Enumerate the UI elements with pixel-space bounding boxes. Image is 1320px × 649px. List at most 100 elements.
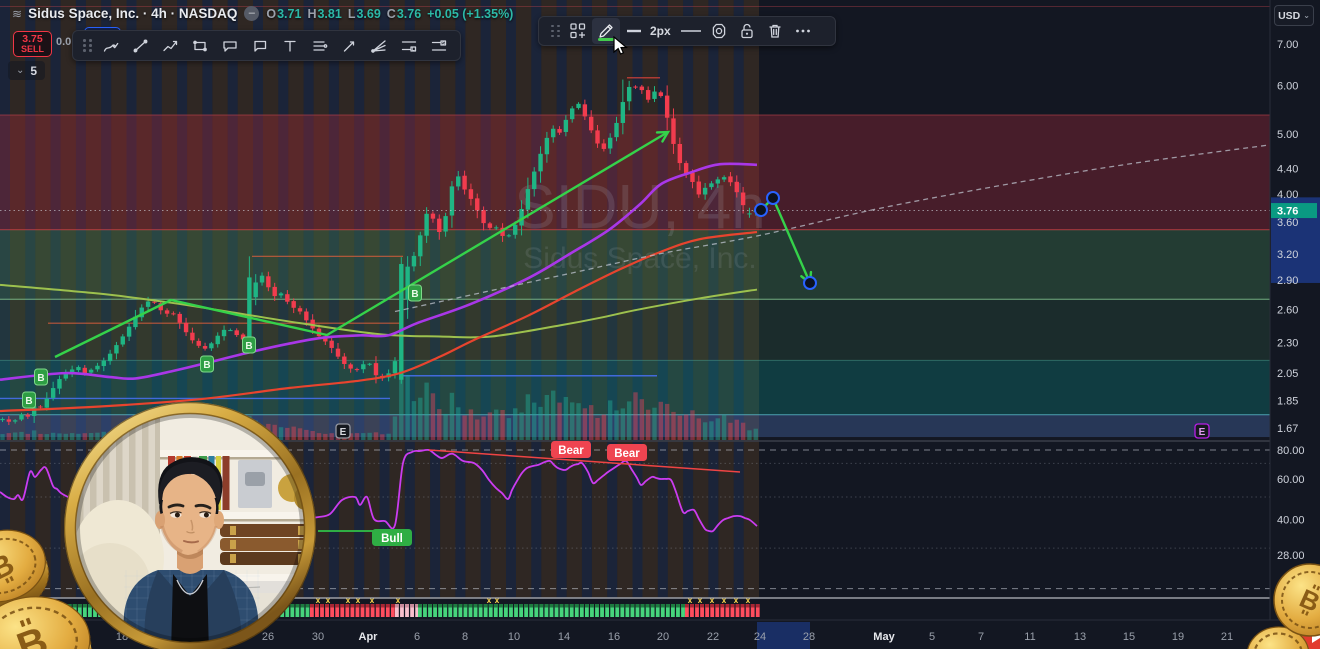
open-label: O	[266, 6, 277, 21]
svg-text:x: x	[356, 596, 361, 605]
mouse-cursor	[613, 36, 628, 55]
tool-arrow-marker-icon[interactable]	[335, 32, 365, 59]
time-axis-label[interactable]: 10	[508, 631, 520, 643]
time-axis-label[interactable]: 13	[1074, 631, 1086, 643]
time-axis-label[interactable]: May	[873, 631, 895, 643]
drag-handle[interactable]	[551, 24, 560, 38]
drawing-anchor-point[interactable]	[766, 191, 780, 205]
toolbar-settings-button[interactable]	[705, 18, 733, 44]
time-axis-label[interactable]: 24	[754, 631, 766, 643]
oscillator-axis-label[interactable]: 28.00	[1277, 550, 1305, 562]
current-price-tag[interactable]	[1271, 203, 1317, 219]
price-axis-label[interactable]: 2.30	[1277, 337, 1298, 349]
svg-text:x: x	[710, 596, 715, 605]
time-axis-label[interactable]: 26	[262, 631, 274, 643]
svg-text:x: x	[734, 596, 739, 605]
buy-signal-badges: B B B B B	[22, 284, 422, 409]
svg-text:x: x	[688, 596, 693, 605]
svg-text:B: B	[203, 360, 210, 371]
tool-comment-icon[interactable]	[245, 32, 275, 59]
current-price-label[interactable]: 3.76	[1277, 206, 1298, 218]
tool-ray-fan-icon[interactable]	[364, 32, 394, 59]
zigzag-arrow-up[interactable]	[54, 130, 669, 359]
price-axis-label[interactable]: 2.05	[1277, 368, 1298, 380]
drag-handle[interactable]	[83, 39, 92, 52]
svg-text:E[interactable]: E	[340, 427, 347, 438]
svg-text:E[interactable]: E	[1199, 427, 1206, 438]
price-axis-label[interactable]: 7.00	[1277, 39, 1298, 51]
sell-price: 3.75	[22, 32, 43, 45]
time-axis-label[interactable]: 14	[558, 631, 570, 643]
tool-brush-icon[interactable]	[96, 32, 126, 59]
time-axis-label[interactable]: 28	[803, 631, 815, 643]
price-axis-label[interactable]: 5.00	[1277, 129, 1298, 141]
zone-level-lines	[0, 77, 660, 400]
time-axis-label[interactable]: 19	[1172, 631, 1184, 643]
tool-text-icon[interactable]	[275, 32, 305, 59]
sell-button[interactable]: 3.75 SELL	[13, 31, 52, 57]
drawing-anchor-point[interactable]	[754, 203, 768, 217]
time-axis-label[interactable]: 15	[1123, 631, 1135, 643]
chevron-down-icon: ⌄	[16, 65, 25, 76]
svg-text:L[interactable]: L	[412, 46, 415, 51]
toolbar-lock-button[interactable]	[733, 18, 761, 44]
toolbar-add-template-button[interactable]	[564, 18, 592, 44]
time-axis-label[interactable]: 22	[707, 631, 719, 643]
hide-indicator-icon[interactable]: –	[244, 6, 260, 21]
price-axis-label[interactable]: 1.85	[1277, 396, 1298, 408]
tool-trend-line-icon[interactable]	[126, 32, 156, 59]
bitcoin-coin	[1246, 626, 1310, 649]
active-color-indicator	[598, 37, 614, 41]
time-axis-label[interactable]: 5	[929, 631, 935, 643]
time-axis-selection-highlight[interactable]	[757, 622, 810, 649]
ma-red	[0, 230, 758, 413]
time-axis-label[interactable]: 20	[657, 631, 669, 643]
oscillator-axis-label[interactable]: 40.00	[1277, 514, 1305, 526]
tool-rectangle-icon[interactable]	[185, 32, 215, 59]
indicators-collapse-toggle[interactable]: ⌄ 5	[8, 61, 46, 80]
price-axis-label[interactable]: 2.60	[1277, 304, 1298, 316]
time-axis-label[interactable]: 21	[1221, 631, 1233, 643]
tool-parallel-channel-icon[interactable]	[305, 32, 335, 59]
price-axis-label[interactable]: 2.90	[1277, 275, 1298, 287]
svg-text:S[interactable]: S	[442, 40, 445, 45]
toolbar-delete-button[interactable]	[761, 18, 789, 44]
svg-text:Bear: Bear	[558, 445, 584, 457]
oscillator-axis-label[interactable]: 60.00	[1277, 474, 1305, 486]
webcam-person	[122, 457, 260, 643]
currency-label: USD	[1278, 9, 1301, 22]
price-axis[interactable]: 7.00 6.00 5.00 4.40 4.00 3.60 3.20 2.90 2.60 2.30…	[1269, 0, 1320, 620]
toolbar-line-style-button[interactable]	[677, 18, 705, 44]
ma-purple	[0, 162, 758, 382]
time-axis-label[interactable]: Apr	[359, 631, 379, 643]
time-axis-label[interactable]: 7	[978, 631, 984, 643]
sell-label: SELL	[20, 43, 44, 54]
tool-polyline-arrow-icon[interactable]	[156, 32, 186, 59]
toolbar-line-width-button[interactable]	[620, 18, 648, 44]
tool-callout-icon[interactable]	[215, 32, 245, 59]
time-axis-label[interactable]: 8	[462, 631, 468, 643]
price-axis-label[interactable]: 4.00	[1277, 189, 1298, 201]
price-axis-label[interactable]: 3.20	[1277, 249, 1298, 261]
time-axis-label[interactable]: 11	[1024, 631, 1035, 643]
oscillator-axis-label[interactable]: 80.00	[1277, 445, 1305, 457]
user-drawings[interactable]	[54, 130, 817, 359]
webcam-overlay	[64, 402, 316, 649]
time-axis-label[interactable]: 30	[312, 631, 324, 643]
price-axis-label[interactable]: 3.60	[1277, 217, 1298, 229]
drawing-anchor-point[interactable]	[803, 276, 817, 290]
price-axis-label[interactable]: 6.00	[1277, 80, 1298, 92]
currency-selector-button[interactable]: USD ⌄	[1274, 5, 1314, 26]
symbol-title[interactable]: Sidus Space, Inc. · 4h · NASDAQ	[28, 6, 238, 21]
close-value: 3.76	[396, 6, 422, 21]
time-axis-label[interactable]: 16	[608, 631, 620, 643]
spread-value: 0.0	[56, 36, 72, 48]
line-width-label: 2px	[650, 24, 671, 38]
tool-short-position-icon[interactable]: S	[424, 32, 454, 59]
price-axis-label[interactable]: 1.67	[1277, 423, 1298, 435]
toolbar-more-button[interactable]	[789, 18, 817, 44]
time-axis-label[interactable]: 6	[414, 631, 420, 643]
tool-long-position-icon[interactable]: L	[394, 32, 424, 59]
price-axis-label[interactable]: 4.40	[1277, 163, 1298, 175]
